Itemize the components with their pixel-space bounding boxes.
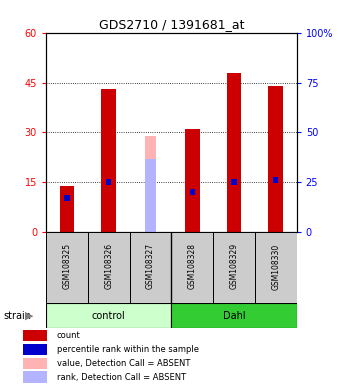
Text: value, Detection Call = ABSENT: value, Detection Call = ABSENT xyxy=(57,359,190,367)
Bar xyxy=(255,232,297,303)
Text: GSM108329: GSM108329 xyxy=(229,243,238,290)
Text: percentile rank within the sample: percentile rank within the sample xyxy=(57,345,198,354)
Bar xyxy=(101,89,116,232)
Bar xyxy=(268,86,283,232)
Bar xyxy=(60,186,74,232)
Text: GSM108330: GSM108330 xyxy=(271,243,280,290)
Bar xyxy=(172,303,297,328)
Text: GSM108326: GSM108326 xyxy=(104,243,113,290)
Bar xyxy=(130,232,171,303)
Text: Dahl: Dahl xyxy=(223,311,245,321)
Bar xyxy=(46,232,88,303)
Bar xyxy=(145,159,156,232)
Text: rank, Detection Call = ABSENT: rank, Detection Call = ABSENT xyxy=(57,372,186,382)
Bar xyxy=(46,303,171,328)
Bar xyxy=(88,232,130,303)
Text: GSM108325: GSM108325 xyxy=(62,243,71,290)
Text: strain: strain xyxy=(3,311,31,321)
Text: GSM108327: GSM108327 xyxy=(146,243,155,290)
Title: GDS2710 / 1391681_at: GDS2710 / 1391681_at xyxy=(99,18,244,31)
Bar xyxy=(190,189,195,195)
Bar xyxy=(213,232,255,303)
Bar xyxy=(172,232,213,303)
Bar xyxy=(24,330,47,341)
Bar xyxy=(231,179,237,185)
Text: control: control xyxy=(92,311,125,321)
Bar xyxy=(24,358,47,369)
Bar xyxy=(227,73,241,232)
Text: ▶: ▶ xyxy=(25,311,33,321)
Bar xyxy=(64,195,70,201)
Bar xyxy=(145,136,156,232)
Bar xyxy=(185,129,199,232)
Text: count: count xyxy=(57,331,80,340)
Text: GSM108328: GSM108328 xyxy=(188,243,197,290)
Bar xyxy=(273,177,279,184)
Bar xyxy=(24,344,47,355)
Bar xyxy=(24,371,47,382)
Bar xyxy=(106,179,112,185)
